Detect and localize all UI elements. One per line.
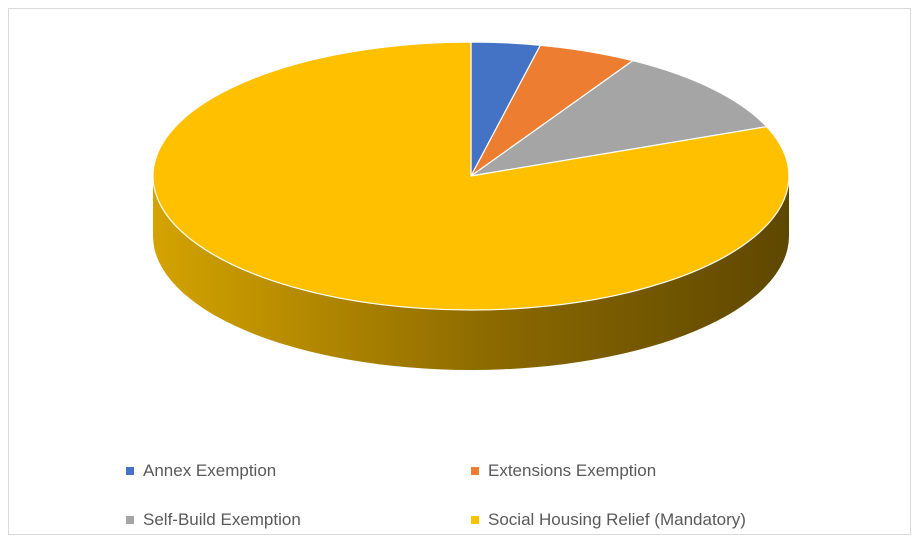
pie-slices [152, 41, 790, 311]
pie-side-walls [153, 176, 789, 370]
pie-slice-social-housing-relief-mandatory[interactable] [152, 41, 790, 311]
pie-slice-self-build-exemption[interactable] [470, 60, 768, 177]
pie-side-social-housing-relief-mandatory [153, 176, 789, 370]
